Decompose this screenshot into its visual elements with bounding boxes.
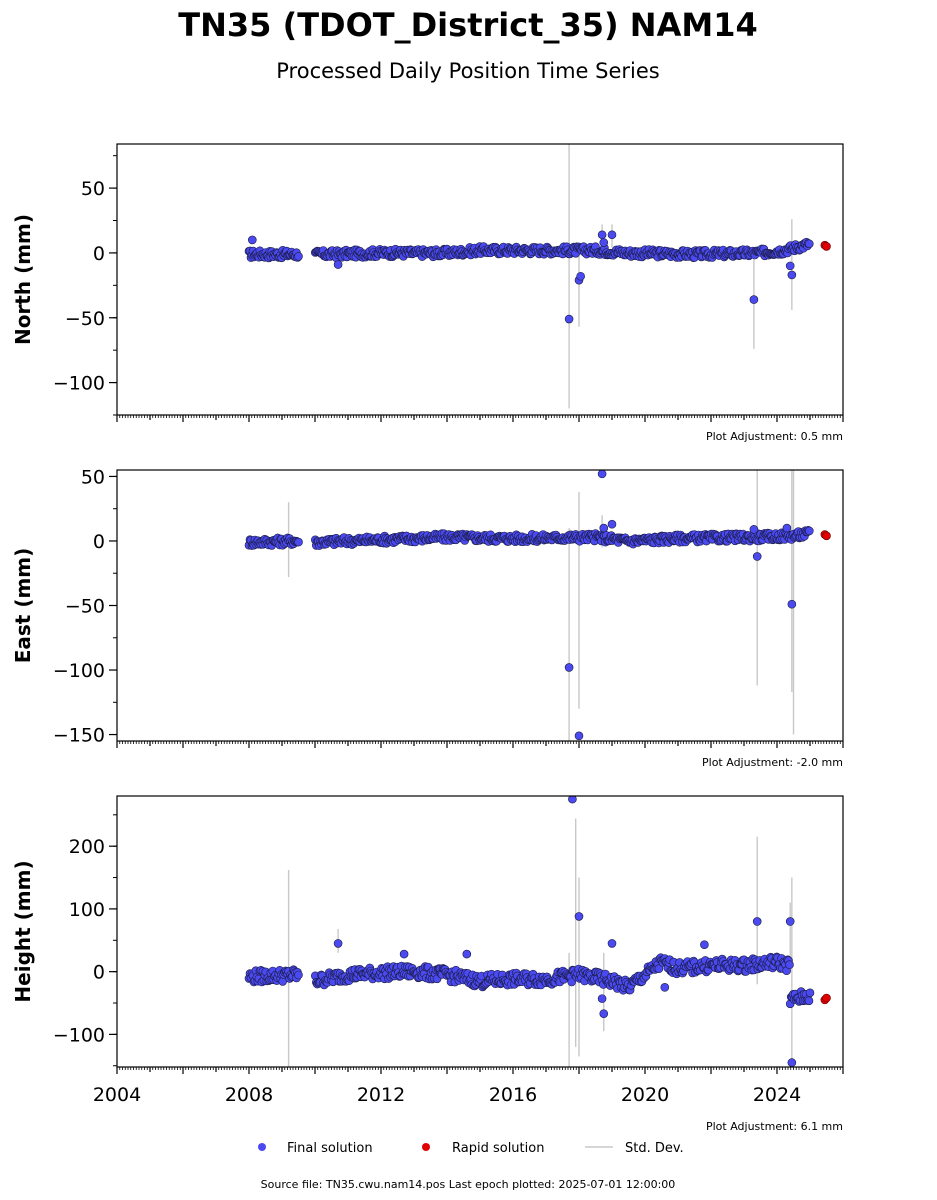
y-tick-label: 0: [93, 531, 105, 553]
y-tick-label: 100: [69, 899, 105, 921]
final-solution-point: [804, 526, 814, 536]
x-tick-label: 2020: [621, 1084, 669, 1106]
plot-adjustment-note: Plot Adjustment: 0.5 mm: [706, 430, 843, 443]
final-solution-outlier: [752, 552, 762, 561]
final-solution-outlier: [399, 949, 409, 959]
rapid-solution-point: [822, 531, 831, 541]
final-solution-outlier: [597, 230, 607, 240]
legend-stddev-label: Std. Dev.: [625, 1141, 684, 1156]
east-panel: −150 −100 −50 0 50 East (mm) Plot Adjustment: …: [11, 466, 844, 769]
final-solution-point: [294, 252, 303, 261]
legend: Final solution Rapid solution Std. Dev.: [258, 1141, 684, 1156]
north-panel: −100 −50 0 50 North (mm) Plot Adjustment: 0.5…: [11, 143, 844, 443]
height-panel: −100 0 100 200 2004 2008 2012 2016 2020 2024 Heigh…: [11, 795, 844, 1133]
final-solution-outlier: [462, 949, 472, 959]
rapid-solution-point: [822, 242, 831, 251]
final-solution-outlier: [749, 525, 759, 534]
final-solution-outlier: [333, 939, 343, 948]
plot-adjustment-note: Plot Adjustment: 6.1 mm: [706, 1120, 843, 1133]
y-tick-label: 0: [93, 962, 105, 984]
x-tick-label: 2008: [225, 1084, 273, 1106]
y-tick-label: −50: [65, 308, 105, 330]
y-tick-label: 0: [93, 243, 105, 265]
final-solution-outlier: [568, 796, 577, 804]
final-solution-outlier: [787, 599, 797, 609]
final-solution-outlier: [607, 939, 617, 948]
rapid-solution-point: [822, 993, 831, 1003]
legend-rapid-label: Rapid solution: [452, 1141, 544, 1156]
final-solution-outlier: [787, 270, 797, 280]
final-solution-outlier: [752, 917, 762, 926]
x-tick-label: 2012: [357, 1084, 405, 1106]
y-tick-label: 200: [69, 836, 105, 858]
y-tick-label: 50: [81, 466, 105, 488]
final-solution-point: [294, 537, 303, 547]
plot-area: [244, 144, 831, 409]
plot-frame: [116, 143, 844, 416]
y-axis-label: Height (mm): [11, 860, 35, 1002]
plot-frame: [116, 469, 844, 742]
y-tick-label: −100: [53, 373, 105, 395]
final-solution-point: [785, 960, 794, 970]
final-solution-outlier: [574, 731, 584, 741]
final-solution-outlier: [597, 994, 607, 1003]
final-solution-point: [654, 964, 664, 974]
final-solution-point: [805, 988, 815, 998]
page-subtitle: Processed Daily Position Time Series: [276, 59, 660, 83]
final-solution-outlier: [333, 260, 343, 269]
y-axis-label: East (mm): [11, 548, 35, 664]
final-solution-point: [804, 996, 814, 1006]
final-solution-outlier: [785, 917, 795, 926]
plot-area: [244, 796, 831, 1067]
final-solution-point: [804, 239, 814, 249]
y-tick-label: −100: [53, 1024, 105, 1046]
final-solution-outlier: [599, 1009, 609, 1018]
source-file-note: Source file: TN35.cwu.nam14.pos Last epo…: [261, 1178, 676, 1191]
final-solution-outlier: [564, 663, 574, 672]
final-solution-outlier: [782, 523, 792, 533]
final-solution-outlier: [607, 230, 617, 240]
final-solution-outlier: [660, 983, 670, 992]
final-solution-outlier: [749, 295, 759, 304]
x-tick-label: 2004: [93, 1084, 141, 1106]
plot-frame: [116, 795, 844, 1068]
final-solution-outlier: [599, 238, 609, 247]
y-tick-label: 50: [81, 178, 105, 200]
final-solution-outlier: [574, 912, 584, 921]
legend-final-marker: [258, 1143, 266, 1151]
final-solution-outlier: [564, 314, 574, 324]
plot-area: [244, 470, 831, 741]
final-solution-outlier: [248, 235, 257, 245]
final-solution-outlier: [785, 261, 795, 271]
plot-adjustment-note: Plot Adjustment: -2.0 mm: [702, 756, 843, 769]
y-tick-label: −50: [65, 596, 105, 618]
final-solution-outlier: [787, 1058, 797, 1067]
x-tick-label: 2024: [753, 1084, 801, 1106]
y-tick-label: −100: [53, 660, 105, 682]
legend-final-label: Final solution: [287, 1141, 373, 1156]
y-axis-label: North (mm): [11, 214, 35, 345]
page-title: TN35 (TDOT_District_35) NAM14: [178, 6, 757, 44]
x-tick-label: 2016: [489, 1084, 537, 1106]
final-solution-outlier: [607, 519, 617, 529]
final-solution-point: [294, 970, 303, 980]
final-solution-outlier: [597, 470, 607, 479]
y-tick-label: −150: [53, 725, 105, 747]
final-solution-outlier: [576, 271, 585, 281]
legend-rapid-marker: [422, 1143, 430, 1151]
final-solution-outlier: [599, 523, 609, 533]
final-solution-outlier: [700, 940, 709, 949]
